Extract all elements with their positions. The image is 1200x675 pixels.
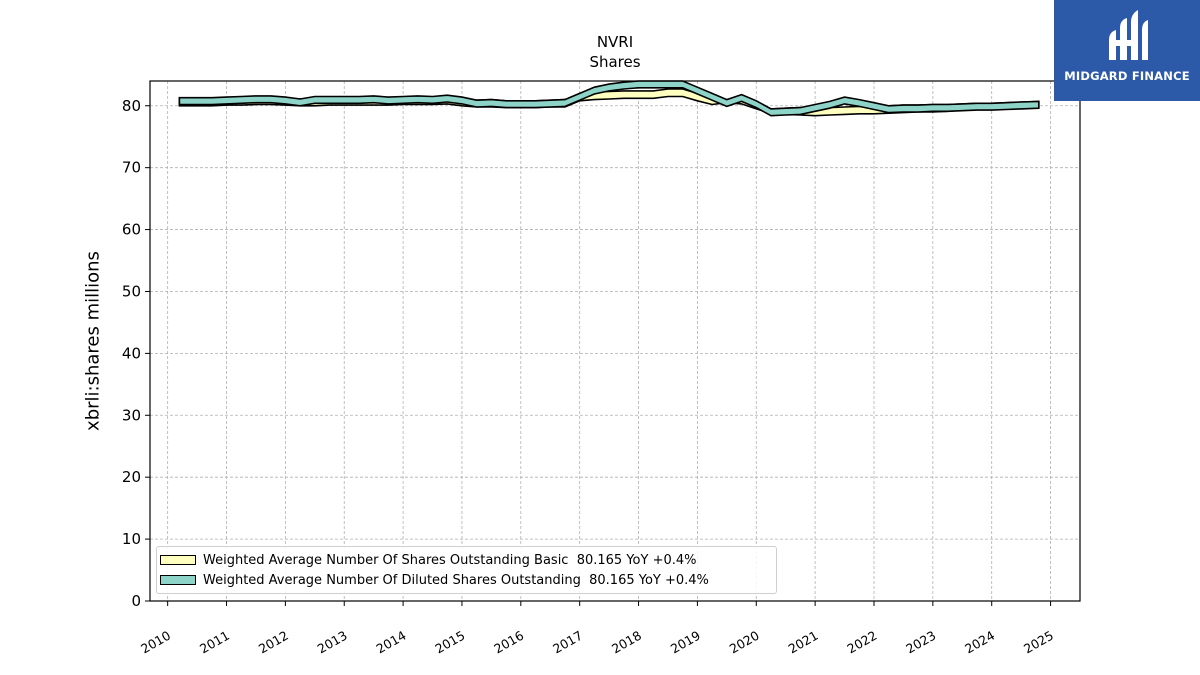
y-tick-label: 50 [122,282,141,300]
logo-text: MIDGARD FINANCE [1064,69,1190,83]
legend-swatch-basic [160,555,196,565]
y-axis-label: xbrli:shares millions [82,251,104,431]
x-axis: 2010 2011 2012 2013 2014 2015 2016 2017 2018 2019… [138,601,1056,657]
x-tick-label: 2017 [550,628,585,657]
x-tick-label: 2018 [609,628,644,657]
plot-frame [149,80,1081,602]
y-tick-label: 70 [122,159,141,177]
logo-mark-icon [1109,10,1148,60]
x-tick-label: 2013 [315,628,350,657]
legend-item-basic: Weighted Average Number Of Shares Outsta… [157,550,697,570]
y-tick-label: 10 [122,530,141,548]
x-tick-label: 2016 [491,628,526,657]
legend-item-diluted: Weighted Average Number Of Diluted Share… [157,570,709,590]
legend-swatch-diluted [160,575,196,585]
x-tick-label: 2021 [786,628,821,657]
y-tick-label: 0 [131,592,141,610]
x-tick-label: 2024 [962,628,997,657]
y-axis: 0 10 20 30 40 50 60 70 80 [122,97,150,610]
x-tick-label: 2010 [138,628,173,657]
legend: Weighted Average Number Of Shares Outsta… [156,546,777,594]
y-tick-label: 20 [122,468,141,486]
series-areas [178,80,1040,117]
chart-subtitle: Shares [589,53,641,71]
y-tick-label: 40 [122,344,141,362]
y-tick-label: 80 [122,97,141,115]
plot-background [150,81,1080,601]
x-tick-label: 2015 [432,628,467,657]
legend-label-diluted: Weighted Average Number Of Diluted Share… [203,572,709,588]
x-tick-label: 2011 [197,628,232,657]
y-tick-label: 60 [122,221,141,239]
x-tick-label: 2019 [668,628,703,657]
x-tick-label: 2022 [844,628,879,657]
x-tick-label: 2020 [727,628,762,657]
x-tick-label: 2014 [374,628,409,657]
x-tick-label: 2025 [1021,628,1056,657]
x-tick-label: 2012 [256,628,291,657]
legend-label-basic: Weighted Average Number Of Shares Outsta… [203,552,697,568]
brand-logo: MIDGARD FINANCE [1054,0,1200,101]
x-tick-label: 2023 [903,628,938,657]
chart-title: NVRI [596,33,634,51]
series-area-diluted [178,80,1040,117]
y-tick-label: 30 [122,406,141,424]
